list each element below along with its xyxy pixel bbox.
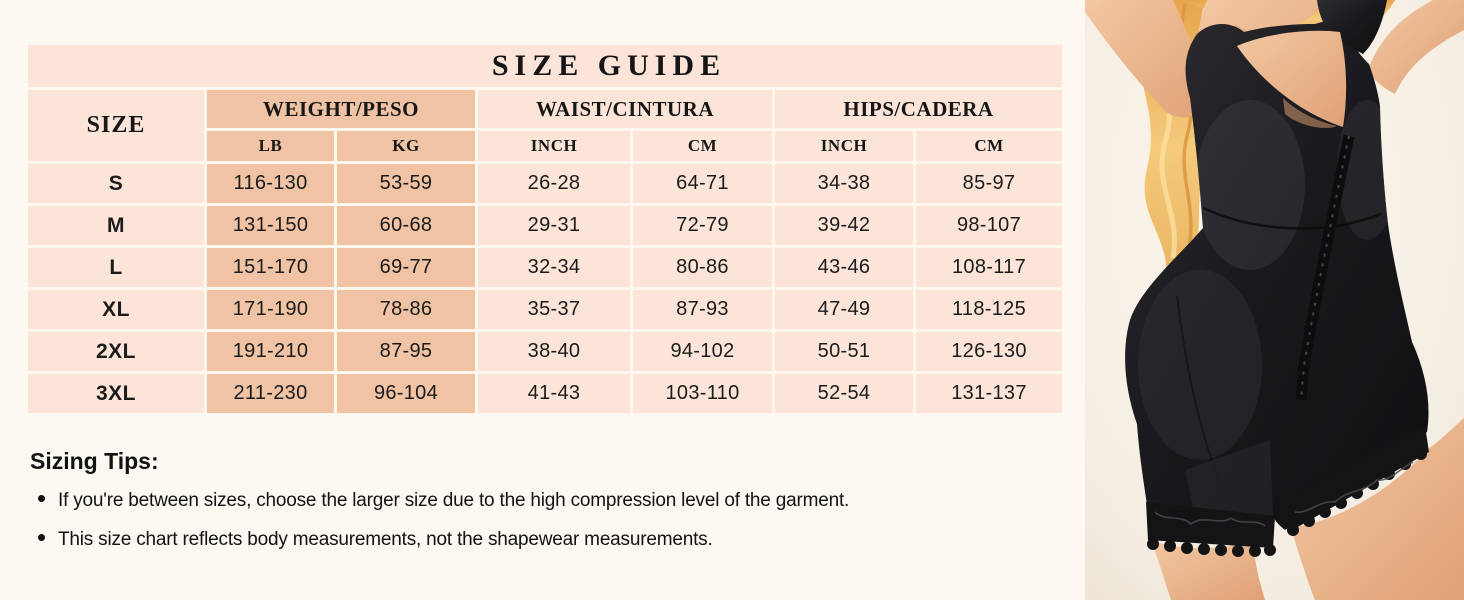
cell-waist-cm: 72-79 [633, 206, 772, 245]
cell-waist-inch: 35-37 [478, 290, 630, 329]
cell-hips-inch: 39-42 [775, 206, 913, 245]
cell-hips-inch: 34-38 [775, 164, 913, 203]
column-header-size: SIZE [28, 90, 204, 161]
sub-header-weight-kg: KG [337, 131, 475, 161]
cell-hips-inch: 47-49 [775, 290, 913, 329]
model-illustration [1085, 0, 1464, 600]
row-size-label: 3XL [28, 374, 204, 413]
sub-header-weight-lb: LB [207, 131, 334, 161]
cell-waist-inch: 38-40 [478, 332, 630, 371]
cell-weight-kg: 69-77 [337, 248, 475, 287]
cell-waist-cm: 94-102 [633, 332, 772, 371]
list-item: If you're between sizes, choose the larg… [30, 490, 1030, 512]
cell-waist-cm: 80-86 [633, 248, 772, 287]
cell-weight-lb: 131-150 [207, 206, 334, 245]
bullet-dot-icon [38, 534, 45, 541]
left-arm [1085, 0, 1213, 118]
cell-hips-cm: 108-117 [916, 248, 1062, 287]
cell-hips-cm: 126-130 [916, 332, 1062, 371]
right-arm [1368, 0, 1464, 94]
sizing-tips-heading: Sizing Tips: [30, 448, 159, 474]
cell-hips-cm: 118-125 [916, 290, 1062, 329]
cell-weight-kg: 60-68 [337, 206, 475, 245]
title-band: SIZE GUIDE [28, 45, 1062, 87]
cell-waist-inch: 29-31 [478, 206, 630, 245]
group-header-waist: WAIST/CINTURA [478, 90, 772, 128]
cell-hips-inch: 52-54 [775, 374, 913, 413]
sub-header-waist-inch: INCH [478, 131, 630, 161]
row-size-label: M [28, 206, 204, 245]
row-size-label: XL [28, 290, 204, 329]
cell-waist-inch: 26-28 [478, 164, 630, 203]
cell-waist-inch: 32-34 [478, 248, 630, 287]
lace-trim [1146, 426, 1429, 557]
size-table: SIZE WEIGHT/PESO WAIST/CINTURA HIPS/CADE… [28, 90, 1062, 413]
cell-waist-inch: 41-43 [478, 374, 630, 413]
cell-hips-cm: 98-107 [916, 206, 1062, 245]
group-header-weight: WEIGHT/PESO [207, 90, 475, 128]
cell-weight-kg: 87-95 [337, 332, 475, 371]
sizing-tips-section: Sizing Tips: If you're between sizes, ch… [30, 448, 1030, 568]
cell-hips-inch: 50-51 [775, 332, 913, 371]
cell-weight-lb: 191-210 [207, 332, 334, 371]
cell-waist-cm: 64-71 [633, 164, 772, 203]
cell-waist-cm: 103-110 [633, 374, 772, 413]
bullet-dot-icon [38, 495, 45, 502]
cell-weight-lb: 151-170 [207, 248, 334, 287]
cell-weight-lb: 116-130 [207, 164, 334, 203]
sub-header-waist-cm: CM [633, 131, 772, 161]
row-size-label: S [28, 164, 204, 203]
cell-weight-kg: 53-59 [337, 164, 475, 203]
row-size-label: 2XL [28, 332, 204, 371]
page-title: SIZE GUIDE [491, 49, 727, 82]
cell-hips-cm: 131-137 [916, 374, 1062, 413]
size-guide-panel: SIZE GUIDE SIZE WEIGHT/PESO WAIST/CINTUR… [28, 45, 1062, 413]
cell-weight-kg: 78-86 [337, 290, 475, 329]
cell-weight-lb: 211-230 [207, 374, 334, 413]
shapewear-bodysuit [1125, 0, 1429, 531]
cell-weight-kg: 96-104 [337, 374, 475, 413]
cell-hips-inch: 43-46 [775, 248, 913, 287]
cell-hips-cm: 85-97 [916, 164, 1062, 203]
row-size-label: L [28, 248, 204, 287]
tip-text: If you're between sizes, choose the larg… [58, 490, 850, 511]
group-header-hips: HIPS/CADERA [775, 90, 1062, 128]
sub-header-hips-inch: INCH [775, 131, 913, 161]
model-photo [1085, 0, 1464, 600]
tip-text: This size chart reflects body measuremen… [58, 529, 713, 550]
sub-header-hips-cm: CM [916, 131, 1062, 161]
cell-waist-cm: 87-93 [633, 290, 772, 329]
cell-weight-lb: 171-190 [207, 290, 334, 329]
list-item: This size chart reflects body measuremen… [30, 529, 1030, 551]
